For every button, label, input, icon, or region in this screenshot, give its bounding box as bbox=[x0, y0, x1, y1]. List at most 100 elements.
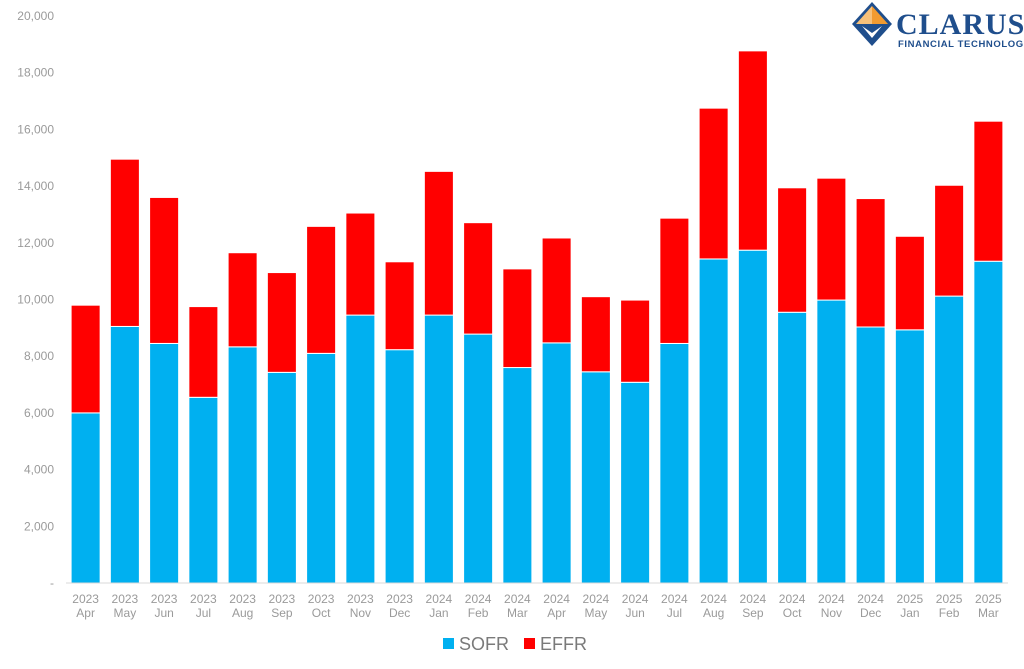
bar-effr-2025-jan bbox=[894, 235, 925, 331]
bar-effr-2023-dec bbox=[384, 261, 415, 351]
y-tick-label: 18,000 bbox=[17, 66, 54, 80]
x-tick-month: Oct bbox=[312, 606, 331, 620]
x-tick-year: 2024 bbox=[779, 592, 806, 606]
x-tick-month: May bbox=[114, 606, 137, 620]
x-tick-year: 2023 bbox=[308, 592, 335, 606]
bar-effr-2025-feb bbox=[934, 184, 965, 297]
bar-sofr-2023-dec bbox=[384, 349, 415, 584]
bar-effr-2023-jun bbox=[149, 196, 180, 344]
x-tick-year: 2024 bbox=[504, 592, 531, 606]
bar-sofr-2025-feb bbox=[934, 295, 965, 584]
x-tick-year: 2024 bbox=[543, 592, 570, 606]
x-tick-year: 2025 bbox=[897, 592, 924, 606]
x-tick-year: 2024 bbox=[622, 592, 649, 606]
bar-sofr-2025-jan bbox=[894, 329, 925, 584]
bar-sofr-2023-oct bbox=[306, 352, 337, 584]
bar-effr-2023-may bbox=[109, 158, 140, 327]
bar-effr-2024-jul bbox=[659, 217, 690, 344]
x-tick-year: 2023 bbox=[386, 592, 413, 606]
bar-sofr-2024-jun bbox=[620, 381, 651, 584]
y-tick-label: 6,000 bbox=[24, 406, 54, 420]
x-tick-month: Dec bbox=[389, 606, 410, 620]
bar-sofr-2024-oct bbox=[777, 311, 808, 584]
bar-sofr-2023-jun bbox=[149, 342, 180, 584]
bar-sofr-2023-jul bbox=[188, 396, 219, 584]
y-tick-label: - bbox=[50, 576, 54, 590]
x-tick-year: 2024 bbox=[426, 592, 453, 606]
bar-sofr-2024-jan bbox=[423, 314, 454, 584]
bar-effr-2023-jul bbox=[188, 306, 219, 398]
bar-effr-2023-sep bbox=[266, 272, 297, 373]
bar-sofr-2023-aug bbox=[227, 346, 258, 584]
y-tick-label: 10,000 bbox=[17, 293, 54, 307]
x-tick-month: Aug bbox=[232, 606, 253, 620]
x-tick-month: Jul bbox=[667, 606, 682, 620]
bar-sofr-2024-may bbox=[580, 371, 611, 584]
bar-sofr-2025-mar bbox=[973, 260, 1004, 584]
bar-effr-2024-feb bbox=[463, 222, 494, 335]
x-tick-year: 2024 bbox=[740, 592, 767, 606]
bar-sofr-2024-feb bbox=[463, 333, 494, 584]
x-tick-month: Sep bbox=[271, 606, 293, 620]
y-tick-label: 8,000 bbox=[24, 349, 54, 363]
bar-effr-2024-mar bbox=[502, 268, 533, 369]
x-tick-month: Nov bbox=[350, 606, 371, 620]
bar-effr-2023-oct bbox=[306, 225, 337, 354]
x-tick-month: Dec bbox=[860, 606, 881, 620]
x-tick-year: 2024 bbox=[818, 592, 845, 606]
x-tick-month: Feb bbox=[939, 606, 960, 620]
legend: SOFR EFFR bbox=[443, 634, 587, 654]
bar-sofr-2024-aug bbox=[698, 258, 729, 584]
bar-sofr-2023-nov bbox=[345, 314, 376, 584]
bar-sofr-2023-sep bbox=[266, 371, 297, 584]
bar-effr-2023-apr bbox=[70, 304, 101, 414]
x-tick-year: 2024 bbox=[583, 592, 610, 606]
y-tick-label: 4,000 bbox=[24, 463, 54, 477]
bar-effr-2025-mar bbox=[973, 120, 1004, 262]
y-tick-label: 14,000 bbox=[17, 179, 54, 193]
bar-sofr-2024-mar bbox=[502, 367, 533, 584]
x-tick-year: 2023 bbox=[72, 592, 99, 606]
x-tick-month: Jan bbox=[900, 606, 919, 620]
y-tick-label: 20,000 bbox=[17, 9, 54, 23]
bar-sofr-2024-nov bbox=[816, 299, 847, 584]
x-tick-month: Aug bbox=[703, 606, 724, 620]
legend-label-effr: EFFR bbox=[540, 634, 587, 654]
clarus-logo: CLARUS FINANCIAL TECHNOLOGY bbox=[852, 2, 1024, 50]
x-tick-year: 2023 bbox=[112, 592, 139, 606]
x-tick-year: 2024 bbox=[857, 592, 884, 606]
bar-effr-2024-dec bbox=[855, 198, 886, 328]
x-tick-month: Feb bbox=[468, 606, 489, 620]
bar-effr-2023-aug bbox=[227, 252, 258, 348]
y-tick-label: 16,000 bbox=[17, 122, 54, 136]
logo-name: CLARUS bbox=[896, 8, 1024, 41]
x-tick-month: Mar bbox=[978, 606, 999, 620]
legend-label-sofr: SOFR bbox=[459, 634, 509, 654]
x-tick-month: Jun bbox=[154, 606, 173, 620]
x-tick-month: Nov bbox=[821, 606, 842, 620]
x-tick-year: 2023 bbox=[269, 592, 296, 606]
x-tick-year: 2023 bbox=[347, 592, 374, 606]
bar-effr-2023-nov bbox=[345, 212, 376, 316]
bar-effr-2024-aug bbox=[698, 107, 729, 260]
y-axis: - 2,000 4,000 6,000 8,000 10,000 12,000 14,000 1… bbox=[17, 9, 54, 590]
x-tick-month: Mar bbox=[507, 606, 528, 620]
bar-effr-2024-nov bbox=[816, 177, 847, 301]
x-tick-month: Sep bbox=[742, 606, 764, 620]
x-tick-year: 2024 bbox=[700, 592, 727, 606]
legend-swatch-effr bbox=[524, 638, 535, 649]
x-tick-month: Oct bbox=[783, 606, 802, 620]
y-tick-label: 12,000 bbox=[17, 236, 54, 250]
x-tick-year: 2025 bbox=[975, 592, 1002, 606]
bar-effr-2024-may bbox=[580, 296, 611, 373]
clarus-diamond-icon bbox=[852, 2, 892, 46]
x-tick-month: Jul bbox=[196, 606, 211, 620]
bar-sofr-2024-sep bbox=[737, 249, 768, 584]
bar-effr-2024-apr bbox=[541, 237, 572, 344]
x-tick-year: 2025 bbox=[936, 592, 963, 606]
x-tick-month: Apr bbox=[76, 606, 95, 620]
bars-group bbox=[70, 50, 1004, 584]
logo-subtitle: FINANCIAL TECHNOLOGY bbox=[898, 39, 1024, 50]
x-tick-year: 2023 bbox=[229, 592, 256, 606]
x-tick-month: May bbox=[585, 606, 608, 620]
